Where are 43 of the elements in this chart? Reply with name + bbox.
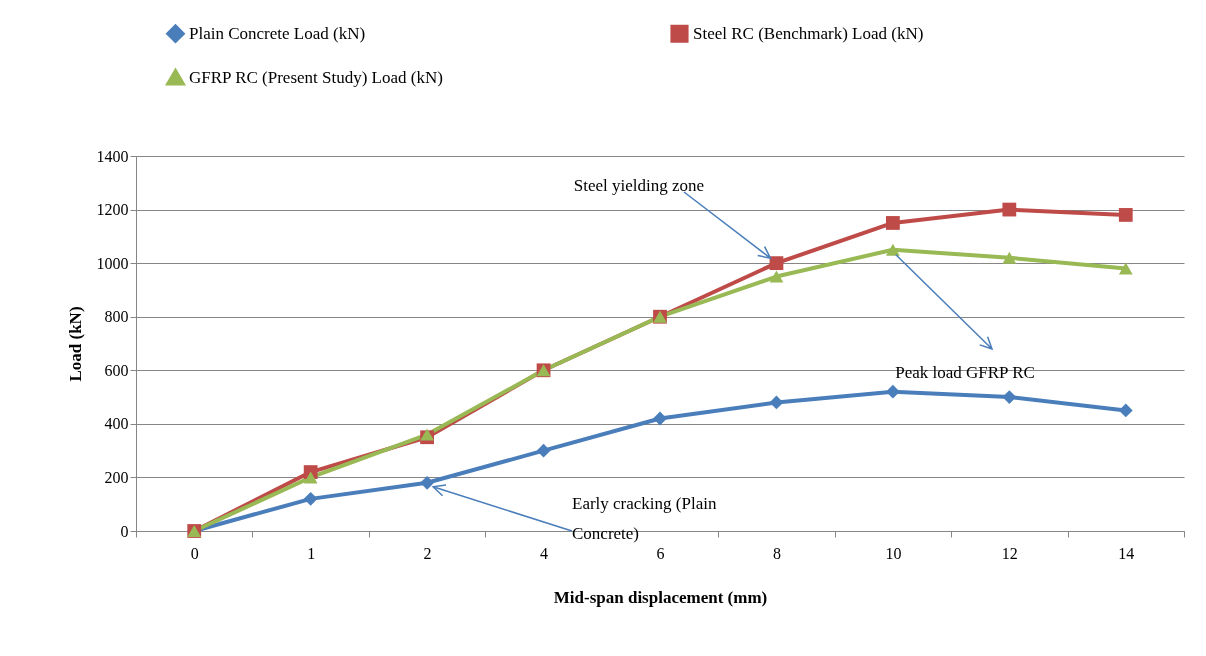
legend-label: Plain Concrete Load (kN)	[189, 23, 366, 43]
x-tick-label: 6	[656, 544, 665, 562]
point	[769, 395, 784, 410]
point	[536, 443, 551, 458]
y-tick-label: 600	[104, 361, 129, 379]
point	[886, 216, 900, 230]
point	[420, 475, 434, 490]
y-tick-label: 1000	[96, 254, 129, 272]
point	[769, 256, 784, 271]
point	[769, 270, 784, 283]
x-axis-title: Mid-span displacement (mm)	[553, 587, 768, 607]
point	[1002, 202, 1017, 217]
point	[886, 243, 900, 256]
y-axis-title: Load (kN)	[65, 306, 85, 382]
x-tick-label: 0	[190, 544, 199, 562]
y-tick-label: 0	[120, 522, 129, 540]
x-tick-label: 8	[772, 544, 781, 562]
legend-label: GFRP RC (Present Study) Load (kN)	[189, 67, 443, 87]
annotation: Steel yielding zone	[573, 176, 705, 195]
y-tick-label: 800	[104, 308, 129, 326]
annotation: Early cracking (Plain Concrete)	[572, 494, 717, 543]
point	[303, 491, 318, 506]
x-tick-label: 1	[307, 544, 316, 562]
x-tick-label: 12	[1001, 544, 1018, 562]
y-tick-label: 1200	[96, 201, 129, 219]
point	[653, 411, 667, 426]
legend-label: Steel RC (Benchmark) Load (kN)	[693, 23, 924, 43]
point	[303, 471, 318, 484]
point	[1118, 403, 1133, 418]
y-tick-label: 1400	[96, 147, 129, 165]
point	[1002, 251, 1017, 264]
x-tick-label: 14	[1118, 544, 1135, 562]
x-tick-label: 2	[423, 544, 432, 562]
point	[886, 384, 900, 399]
y-tick-label: 200	[104, 468, 129, 486]
point	[1002, 390, 1017, 404]
point	[420, 428, 434, 441]
annotation: Peak load GFRP RC	[895, 363, 1035, 382]
x-tick-label: 10	[885, 544, 902, 562]
x-tick-label: 4	[540, 544, 549, 562]
point	[1118, 208, 1133, 222]
y-tick-label: 400	[104, 415, 129, 433]
point	[1118, 262, 1133, 275]
